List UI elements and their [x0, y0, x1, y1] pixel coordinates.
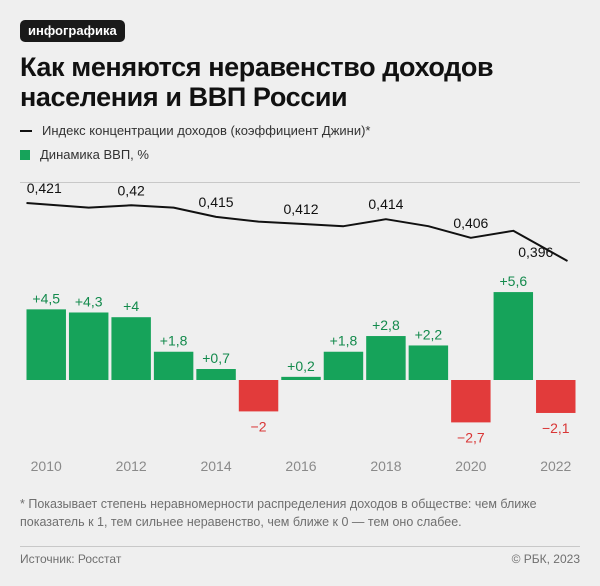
gdp-label-2016: +0,2 [287, 358, 315, 374]
gdp-label-2012: +4 [123, 298, 139, 314]
chart-svg: +4,5 +4,3 +4 +1,8 +0,7 −2 +0,2 +1,8 +2,8 +2,2 −2,7… [26, 183, 576, 474]
gdp-label-2022: −2,1 [542, 420, 570, 436]
gdp-label-2014: +0,7 [202, 350, 230, 366]
title-line-2: населения и ВВП России [20, 82, 348, 112]
gdp-bar-2010 [26, 309, 66, 380]
gdp-label-2020: −2,7 [457, 429, 485, 445]
gdp-label-2013: +1,8 [160, 333, 188, 349]
line-swatch-icon [20, 129, 32, 132]
infographic-badge: инфографика [20, 20, 125, 42]
legend-gini: Индекс концентрации доходов (коэффициент… [20, 123, 371, 138]
gdp-bar-2021 [493, 292, 534, 380]
gini-label-2018: 0,414 [368, 196, 403, 212]
gdp-bar-2018 [366, 336, 406, 380]
gdp-label-2018: +2,8 [372, 317, 400, 333]
square-swatch-icon [20, 149, 30, 160]
gdp-bar-2011 [68, 312, 109, 380]
gini-label-2020: 0,406 [453, 215, 488, 231]
gdp-bar-2022 [536, 380, 576, 413]
gdp-bar-2015 [238, 380, 279, 412]
gdp-bar-2014 [196, 369, 236, 380]
gdp-bar-2019 [408, 345, 449, 380]
legend-gdp-label: Динамика ВВП, % [40, 147, 149, 162]
x-tick-2020: 2020 [455, 458, 486, 474]
gini-label-2016: 0,412 [283, 201, 318, 217]
gdp-bar-2012 [111, 317, 151, 380]
x-tick-2016: 2016 [285, 458, 316, 474]
footnote: * Показывает степень неравномерности рас… [20, 497, 537, 529]
gini-label-2010: 0,421 [27, 183, 62, 196]
x-tick-2022: 2022 [540, 458, 571, 474]
gdp-label-2019: +2,2 [415, 326, 443, 342]
gdp-bar-2017 [323, 351, 364, 380]
x-tick-2012: 2012 [116, 458, 147, 474]
gdp-bar-2020 [451, 380, 491, 423]
title-line-1: Как меняются неравенство доходов [20, 52, 494, 82]
source-label: Источник: Росстат [20, 552, 122, 566]
bottom-divider [20, 546, 580, 547]
gini-line [26, 202, 568, 262]
gdp-label-2010: +4,5 [32, 290, 60, 306]
gdp-label-2017: +1,8 [330, 333, 358, 349]
top-divider [20, 182, 580, 183]
gini-label-2022: 0,396 [518, 244, 553, 260]
gdp-bar-2013 [153, 351, 194, 380]
legend-gdp: Динамика ВВП, % [20, 147, 149, 162]
copyright-label: © РБК, 2023 [511, 552, 580, 566]
gdp-bar-2016 [281, 376, 321, 380]
gini-label-2012: 0,42 [118, 183, 145, 198]
chart-title: Как меняются неравенство доходов населен… [20, 52, 580, 112]
legend-gini-label: Индекс концентрации доходов (коэффициент… [42, 123, 371, 138]
gdp-label-2015: −2 [251, 418, 267, 434]
x-tick-2014: 2014 [200, 458, 231, 474]
x-tick-2018: 2018 [370, 458, 401, 474]
gini-label-2014: 0,415 [199, 194, 234, 210]
gdp-label-2021: +5,6 [499, 273, 527, 289]
x-tick-2010: 2010 [31, 458, 62, 474]
gdp-label-2011: +4,3 [75, 293, 103, 309]
